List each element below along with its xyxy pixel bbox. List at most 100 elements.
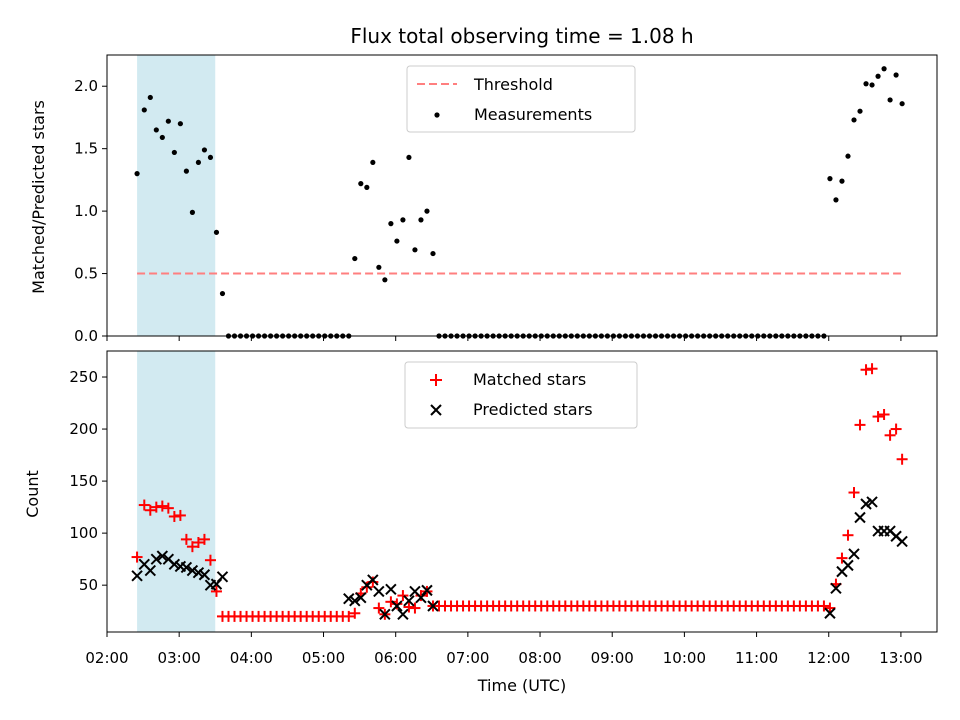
matched-star-point (824, 602, 836, 614)
measurement-point (388, 221, 394, 227)
predicted-star-point (397, 608, 409, 621)
x-tick-label: 02:00 (85, 649, 128, 667)
measurement-point (358, 181, 364, 187)
x-tick-label: 07:00 (446, 649, 489, 667)
chart-title: Flux total observing time = 1.08 h (350, 24, 693, 48)
measurement-point (177, 121, 183, 127)
measurement-point (134, 171, 140, 177)
measurement-point (195, 159, 202, 166)
predicted-star-point (373, 585, 385, 598)
matched-star-point (150, 501, 162, 513)
matched-star-point (156, 500, 168, 512)
counts-panel: Count Time (UTC) 02:00 03:00 04:00 05:00 06:… (23, 350, 938, 695)
matched-star-point (884, 429, 896, 441)
matched-star-point (343, 610, 355, 622)
measurement-point (899, 101, 905, 107)
predicted-star-point (866, 496, 878, 508)
measurement-point (863, 81, 869, 87)
x-tick-label: 05:00 (302, 649, 345, 667)
measurement-point (833, 197, 839, 203)
matched-star-point (198, 533, 210, 545)
predicted-star-point (854, 511, 866, 524)
ratio-plot-content: 0.0 0.5 1.0 1.5 2.0 (74, 55, 905, 345)
matched-star-point (162, 502, 174, 514)
x-tick-label: 11:00 (735, 649, 778, 667)
measurement-point (207, 154, 214, 161)
matched-stars-legend-label: Matched stars (473, 370, 586, 389)
predicted-star-point (860, 498, 872, 510)
measurement-point (857, 108, 863, 114)
counts-plot-content: 02:00 03:00 04:00 05:00 06:00 07:00 08:00 09:00… (69, 351, 923, 667)
matched-star-point (878, 408, 890, 420)
predicted-star-point (848, 548, 860, 560)
measurement-point (839, 178, 845, 184)
matched-star-point (836, 552, 848, 564)
matched-star-point (373, 602, 385, 614)
matched-star-point (403, 601, 415, 613)
measurement-point (213, 229, 220, 235)
predicted-star-point (131, 570, 143, 582)
measurement-point (165, 118, 171, 124)
predicted-star-point (198, 569, 211, 581)
measurement-point (881, 66, 887, 72)
measurement-point (412, 247, 418, 253)
measurement-point (159, 134, 165, 141)
predicted-star-point (427, 600, 439, 612)
ratio-legend-box (406, 65, 636, 133)
matched-star-point (204, 554, 216, 566)
x-axis-label: Time (UTC) (477, 676, 566, 695)
measurement-point (893, 72, 899, 78)
x-tick-label: 03:00 (158, 649, 201, 667)
ratio-shaded-span (137, 55, 216, 336)
measurement-point (370, 159, 376, 166)
matched-star-point (866, 363, 878, 375)
measurement-point (394, 238, 400, 244)
ratio-plot-frame (106, 54, 938, 337)
measurement-point (171, 149, 177, 156)
measurement-point (219, 290, 226, 297)
counts-y-axis-label: Count (23, 470, 42, 518)
predicted-star-point (343, 592, 355, 605)
matched-star-point (385, 596, 397, 608)
ratio-y-axis-label: Matched/Predicted stars (29, 100, 48, 294)
matched-star-point (138, 499, 150, 511)
predicted-star-point (144, 564, 157, 577)
measurement-point (430, 250, 436, 257)
predicted-star-point (150, 553, 163, 565)
predicted-star-point (896, 535, 908, 548)
matched-star-point (192, 536, 204, 548)
measurement-point (827, 176, 833, 182)
matched-star-point (144, 504, 156, 516)
measurement-point (364, 184, 370, 190)
measurement-point (189, 209, 196, 215)
predicted-star-point (421, 584, 433, 597)
measurements-legend-swatch (434, 112, 440, 118)
x-tick-label: 13:00 (879, 649, 922, 667)
matched-star-point (872, 411, 884, 423)
measurement-point (183, 168, 189, 174)
matched-stars-legend-swatch (430, 374, 442, 386)
counts-shaded-span (137, 351, 216, 632)
measurement-point (153, 127, 159, 133)
predicted-star-point (842, 559, 854, 572)
counts-y-tick-label: 250 (69, 368, 98, 386)
measurement-point (147, 94, 153, 101)
matched-star-point (210, 585, 222, 597)
matched-star-point (896, 453, 908, 465)
counts-y-tick-label: 100 (69, 524, 98, 542)
matched-star-point (349, 607, 361, 619)
ratio-y-tick-label: 0.0 (74, 327, 98, 345)
predicted-star-point (403, 595, 415, 607)
measurement-point (887, 97, 893, 103)
predicted-star-point (367, 574, 379, 586)
x-tick-label: 04:00 (230, 649, 273, 667)
measurement-point (418, 217, 424, 223)
ratio-y-tick-label: 2.0 (74, 77, 98, 95)
measurement-point (352, 255, 358, 262)
measurements-legend-label: Measurements (474, 105, 592, 124)
counts-y-tick-label: 150 (69, 472, 98, 490)
measurement-point (869, 82, 875, 88)
matched-star-point (890, 423, 902, 435)
measurement-point (376, 264, 382, 270)
